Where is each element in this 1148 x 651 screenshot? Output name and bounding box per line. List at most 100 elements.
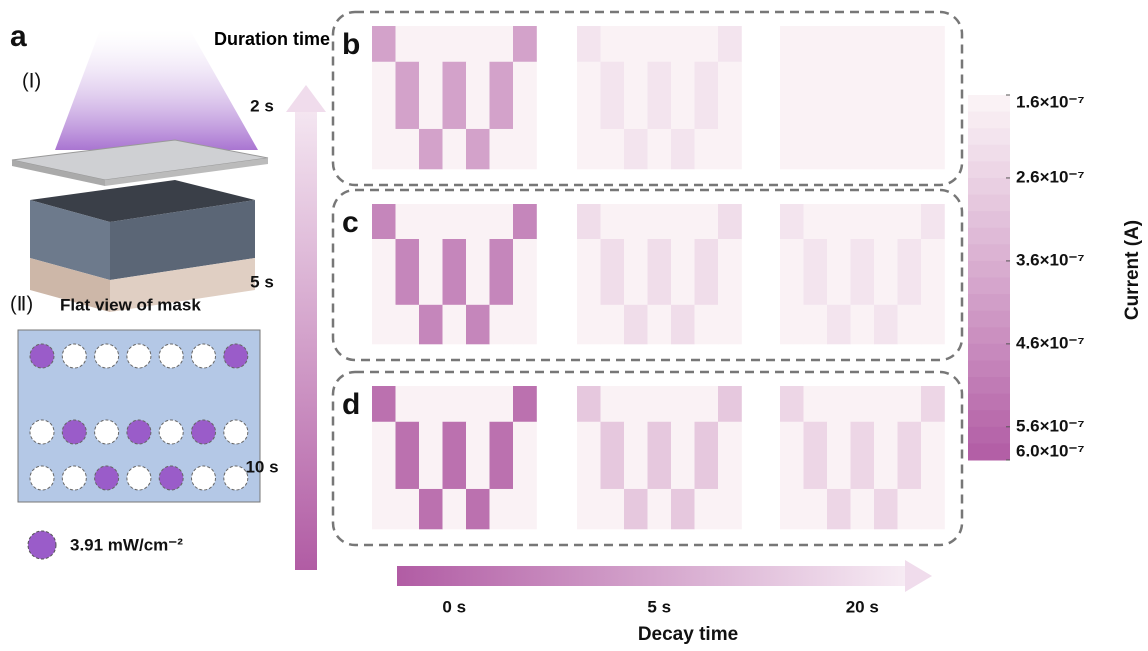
mask-hole xyxy=(30,344,54,368)
heatmap-cell xyxy=(718,489,742,529)
heatmap-cell xyxy=(648,129,672,169)
heatmap-cell xyxy=(695,422,719,490)
heatmap-cell xyxy=(648,204,672,239)
heatmap-cell xyxy=(898,305,922,345)
colorbar-band xyxy=(968,443,1010,460)
heatmap-cell xyxy=(804,422,828,490)
colorbar-band xyxy=(968,311,1010,328)
heatmap-cell xyxy=(372,386,396,422)
heatmap-cell xyxy=(513,129,537,169)
heatmap-cell xyxy=(443,26,467,62)
colorbar-band xyxy=(968,145,1010,162)
colorbar-band xyxy=(968,327,1010,344)
heatmap-cell xyxy=(372,305,396,345)
heatmap-cell xyxy=(443,129,467,169)
legend-swatch xyxy=(28,531,56,559)
part-label: (Ⅱ) xyxy=(10,293,33,315)
heatmap-cell xyxy=(419,386,443,422)
heatmap-cell xyxy=(490,422,514,490)
heatmap-cell xyxy=(490,305,514,345)
heatmap-cell xyxy=(601,422,625,490)
mask-hole xyxy=(159,420,183,444)
heatmap-cell xyxy=(671,204,695,239)
heatmap-cell xyxy=(624,386,648,422)
heatmap-cell xyxy=(827,239,851,305)
heatmap-cell xyxy=(827,62,851,130)
heatmap-cell xyxy=(827,26,851,62)
colorbar-band xyxy=(968,261,1010,278)
heatmap-cell xyxy=(671,239,695,305)
heatmap-cell xyxy=(372,204,396,239)
colorbar-band xyxy=(968,427,1010,444)
heatmap-cell xyxy=(898,26,922,62)
heatmap-cell xyxy=(490,489,514,529)
mask-hole xyxy=(95,420,119,444)
colorbar-band xyxy=(968,112,1010,129)
heatmap-cell xyxy=(577,62,601,130)
heatmap-cell xyxy=(577,129,601,169)
heatmap-cell xyxy=(851,489,875,529)
heatmap-cell xyxy=(577,386,601,422)
heatmap-cell xyxy=(921,62,945,130)
heatmap-cell xyxy=(695,489,719,529)
heatmap-cell xyxy=(419,26,443,62)
heatmap-cell xyxy=(513,62,537,130)
heatmap-cell xyxy=(513,204,537,239)
panel-label: a xyxy=(10,20,27,53)
heatmap-cell xyxy=(466,129,490,169)
mask-hole xyxy=(95,344,119,368)
colorbar-tick-label: 4.6×10⁻⁷ xyxy=(1016,333,1084,352)
colorbar-tick-label: 2.6×10⁻⁷ xyxy=(1016,167,1084,186)
mask-hole xyxy=(192,344,216,368)
heatmap-cell xyxy=(921,129,945,169)
heatmap-cell xyxy=(624,489,648,529)
device-illustration xyxy=(12,30,268,312)
mask-hole xyxy=(127,344,151,368)
mask-hole xyxy=(224,420,248,444)
heatmap-cell xyxy=(396,305,420,345)
mask-hole xyxy=(224,344,248,368)
heatmap-cell xyxy=(648,305,672,345)
mask-hole xyxy=(159,344,183,368)
colorbar-band xyxy=(968,294,1010,311)
heatmap-cell xyxy=(396,386,420,422)
heatmap-cell xyxy=(624,129,648,169)
heatmap-cell xyxy=(490,26,514,62)
heatmap-cell xyxy=(396,62,420,130)
heatmap-cell xyxy=(419,62,443,130)
heatmap-cell xyxy=(921,422,945,490)
heatmap-cell xyxy=(443,489,467,529)
heatmap-cell xyxy=(648,386,672,422)
heatmap-cell xyxy=(396,204,420,239)
heatmap-cell xyxy=(490,129,514,169)
colorbar-tick-label: 1.6×10⁻⁷ xyxy=(1016,92,1084,111)
heatmap-cell xyxy=(648,26,672,62)
mask-hole xyxy=(95,466,119,490)
heatmap-cell xyxy=(780,204,804,239)
heatmap-cell xyxy=(419,305,443,345)
heatmap-cell xyxy=(921,386,945,422)
heatmap-cell xyxy=(601,305,625,345)
heatmap-cell xyxy=(601,489,625,529)
heatmap-cell xyxy=(513,26,537,62)
heatmap-cell xyxy=(443,62,467,130)
heatmap-cell xyxy=(898,422,922,490)
heatmap-cell xyxy=(780,422,804,490)
heatmap-cell xyxy=(396,26,420,62)
heatmap-cell xyxy=(827,386,851,422)
heatmap-cell xyxy=(718,204,742,239)
heatmap-cell xyxy=(466,386,490,422)
colorbar-tick-label: 6.0×10⁻⁷ xyxy=(1016,441,1084,460)
heatmap-cell xyxy=(466,305,490,345)
duration-arrow-head xyxy=(286,85,326,112)
heatmap-cell xyxy=(577,489,601,529)
heatmap-cell xyxy=(921,239,945,305)
heatmap-cell xyxy=(874,239,898,305)
mask-title: Flat view of mask xyxy=(60,295,201,314)
heatmap-cell xyxy=(780,305,804,345)
heatmap-cell xyxy=(695,129,719,169)
heatmap-cell xyxy=(396,239,420,305)
colorbar-band xyxy=(968,228,1010,245)
heatmap-cell xyxy=(372,62,396,130)
mask-hole xyxy=(30,420,54,444)
